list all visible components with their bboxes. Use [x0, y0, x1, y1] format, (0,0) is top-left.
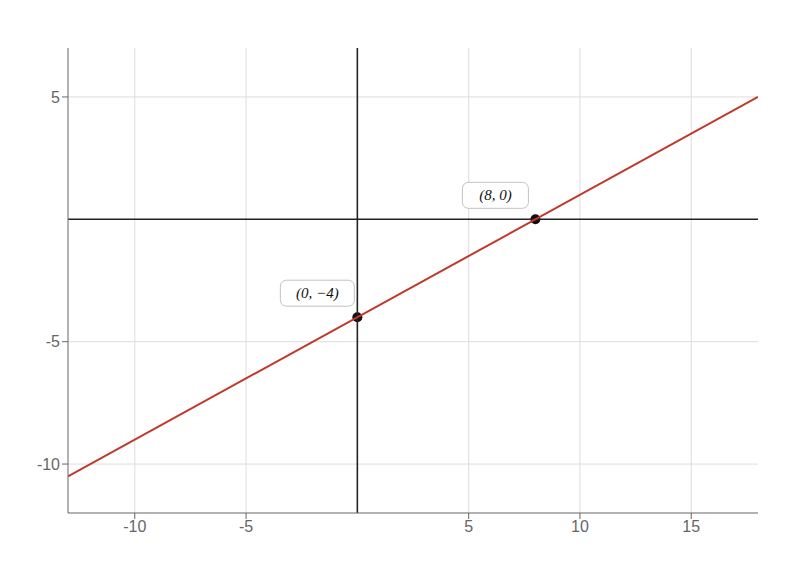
svg-text:-5: -5: [46, 333, 60, 350]
svg-text:(0, −4): (0, −4): [296, 285, 339, 302]
svg-text:5: 5: [51, 89, 60, 106]
svg-text:(8, 0): (8, 0): [479, 187, 512, 204]
svg-text:5: 5: [464, 518, 473, 535]
svg-text:10: 10: [571, 518, 589, 535]
svg-text:-5: -5: [239, 518, 253, 535]
svg-text:15: 15: [682, 518, 700, 535]
svg-text:-10: -10: [37, 456, 60, 473]
svg-text:-10: -10: [123, 518, 146, 535]
